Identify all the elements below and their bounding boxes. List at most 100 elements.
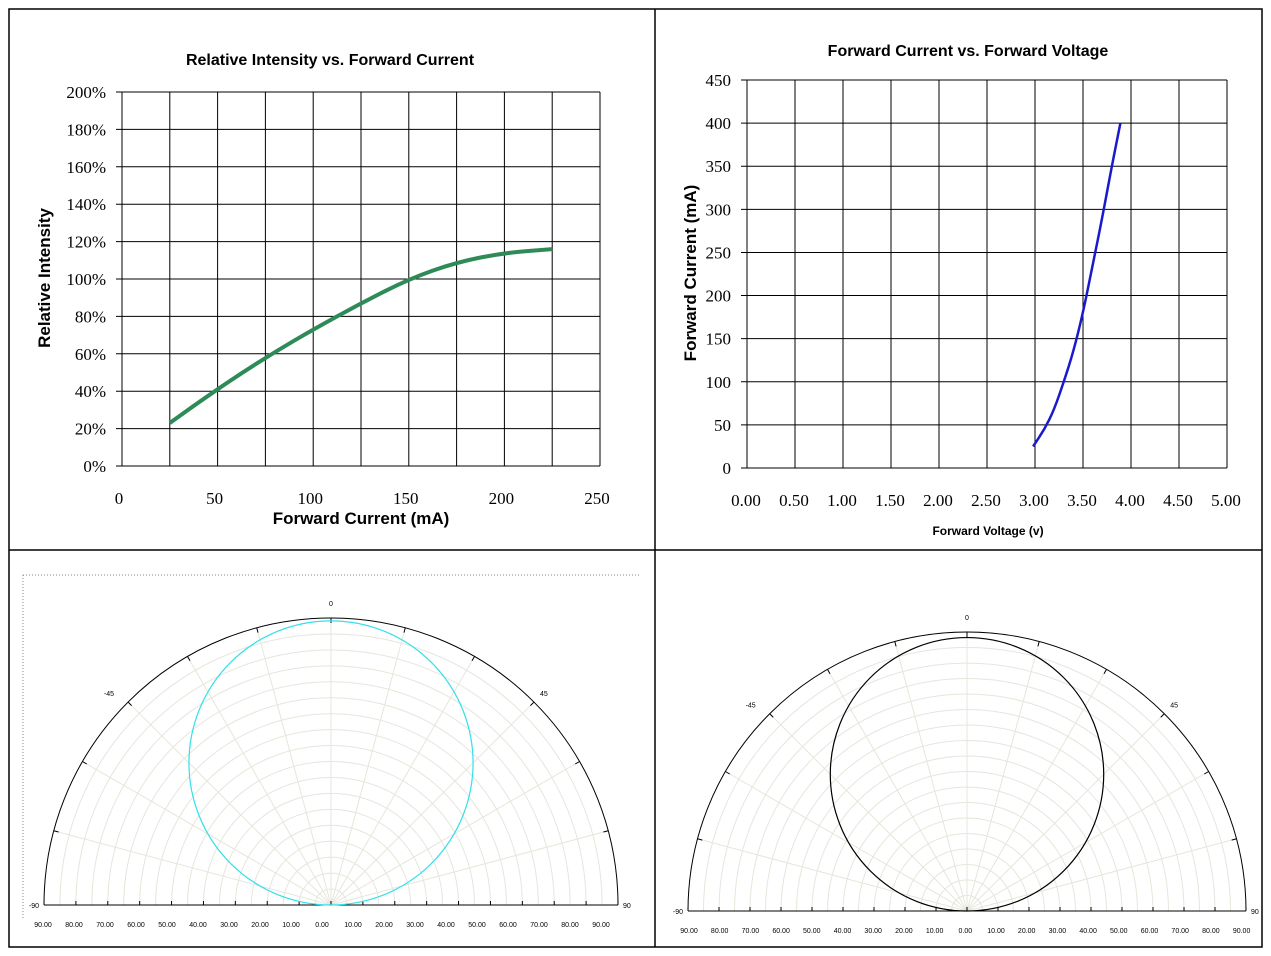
c2-y-tick-label: 100 [706,373,732,392]
polar2-angle-label: -45 [746,703,756,710]
polar1-arc-tick [187,656,191,662]
polar2-arc-tick [894,641,897,647]
chart2-x-tick-labels: 0.00 0.50 1.00 1.50 2.00 2.50 3.00 3.50 4.00 4.50… [731,491,1241,510]
polar2-angle-label: 45 [1170,703,1178,710]
c2-x-tick-label: 4.00 [1115,491,1145,510]
polar1-arc-tick [574,761,580,765]
polar2-arc-tick [1231,838,1237,841]
polar2-arc-tick [1160,713,1165,718]
current-vs-voltage-chart: Forward Current vs. Forward Voltage 0 50 1… [681,43,1241,538]
chart1-grid [116,91,601,467]
polar1-grid-spoke [330,627,406,906]
polar2-radial-tick-label: 0.00 [958,928,972,935]
chart1-x-axis-label: Forward Current (mA) [273,509,450,528]
c2-x-tick-label: 4.50 [1163,491,1193,510]
polar1-radial-tick-label: 70.00 [96,922,114,929]
c2-y-tick-label: 450 [706,71,732,90]
c1-x-tick-label: 0 [115,489,124,508]
c1-x-tick-label: 50 [206,489,223,508]
chart2-title: Forward Current vs. Forward Voltage [828,43,1109,60]
polar1-radial-tick-label: 50.00 [158,922,176,929]
c1-y-tick-label: 100% [66,270,106,289]
polar1-radial-tick-label: 20.00 [251,922,269,929]
polar2-grid-spoke [966,713,1165,912]
chart1-y-axis-label: Relative Intensity [35,208,54,348]
polar1-arc-tick [530,701,535,706]
c2-x-tick-label: 1.00 [827,491,857,510]
c2-y-tick-label: 150 [706,330,732,349]
polar2-radial-tick-label: 20.00 [1018,928,1036,935]
polar2-grid-spoke [894,641,968,912]
polar2-angle-label: 90 [1251,909,1259,916]
polar2-arc-tick [769,713,774,718]
polar1-radial-tick-label: 10.00 [344,922,362,929]
c1-y-tick-label: 200% [66,83,106,102]
c1-y-tick-label: 120% [66,233,106,252]
polar2-radial-tick-label: 40.00 [834,928,852,935]
polar2-radial-tick-label: 50.00 [1110,928,1128,935]
c2-y-tick-label: 300 [706,200,732,219]
c1-x-tick-label: 200 [489,489,515,508]
c2-y-tick-label: 250 [706,243,732,262]
polar2-grid-spoke [966,771,1209,912]
chart2-y-axis-label: Forward Current (mA) [681,185,700,362]
polar2-arc-tick [1103,669,1107,674]
polar2-radial-tick-label: 20.00 [895,928,913,935]
c1-y-tick-label: 0% [83,457,106,476]
polar1-radial-tick-label: 40.00 [437,922,455,929]
polar2-radial-tick-label: 40.00 [1079,928,1097,935]
polar2-arc-tick [697,838,703,841]
polar2-radial-tick-label: 80.00 [711,928,729,935]
c1-y-tick-label: 180% [66,120,106,139]
polar2-grid-spoke [697,838,968,912]
polar2-radial-tick-label: 70.00 [742,928,760,935]
c2-x-tick-label: 0.00 [731,491,761,510]
polar1-grid-spoke [330,761,580,906]
c1-y-tick-label: 40% [75,382,106,401]
c2-x-tick-label: 2.00 [923,491,953,510]
polar2-pattern-curve [829,636,1105,912]
polar2-angle-label: -90 [673,909,683,916]
polar2-radial-tick-label: 30.00 [864,928,882,935]
polar1-radial-tick-label: 10.00 [282,922,300,929]
polar1-grid-spoke [127,701,332,906]
polar1-grid-spoke [82,761,332,906]
chart2-grid [741,79,1228,469]
polar2-grid-spoke [827,669,968,912]
polar1-arc-tick [82,761,88,765]
c1-x-tick-label: 250 [584,489,610,508]
chart2-x-axis-label: Forward Voltage (v) [932,524,1043,538]
polar1-grid-spoke [187,656,332,906]
radiation-pattern-right: 0 -45 45 -90 90 90.00 80.00 70.00 60.00 50.00 40.0… [673,615,1259,935]
polar2-radial-tick-label: 60.00 [1141,928,1159,935]
c2-x-tick-label: 5.00 [1211,491,1241,510]
c1-y-tick-label: 140% [66,195,106,214]
c1-x-tick-label: 150 [393,489,419,508]
c1-y-tick-label: 160% [66,158,106,177]
chart1-y-tick-labels: 0% 20% 40% 60% 80% 100% 120% 140% 160% 180% 200% [66,83,106,476]
table-borders [8,8,1263,948]
polar1-radial-tick-label: 70.00 [530,922,548,929]
chart1-x-tick-labels: 0 50 100 150 200 250 [115,489,610,508]
polar1-grid-spoke [330,656,475,906]
polar1-angle-label: -90 [29,903,39,910]
chart1-title: Relative Intensity vs. Forward Current [186,52,475,69]
polar1-radial-tick-label: 80.00 [65,922,83,929]
c2-x-tick-label: 3.50 [1067,491,1097,510]
polar1-pattern-curve [188,620,474,906]
polar1-radial-tick-label: 20.00 [375,922,393,929]
polar2-radial-tick-label: 60.00 [772,928,790,935]
polar1-arc-tick [53,830,59,833]
polar1-radial-tick-label: 60.00 [499,922,517,929]
chart2-y-tick-labels: 0 50 100 150 200 250 300 350 400 450 [706,71,732,478]
polar1-grid-spoke [330,830,609,906]
c2-x-tick-label: 0.50 [779,491,809,510]
polar1-arc-tick [603,830,609,833]
polar2-grid-spoke [966,669,1107,912]
polar1-radial-tick-label: 30.00 [406,922,424,929]
c1-y-tick-label: 80% [75,307,106,326]
polar1-radial-tick-label: 80.00 [561,922,579,929]
polar1-radial-tick-label: 50.00 [468,922,486,929]
polar2-radial-tick-label: 70.00 [1171,928,1189,935]
